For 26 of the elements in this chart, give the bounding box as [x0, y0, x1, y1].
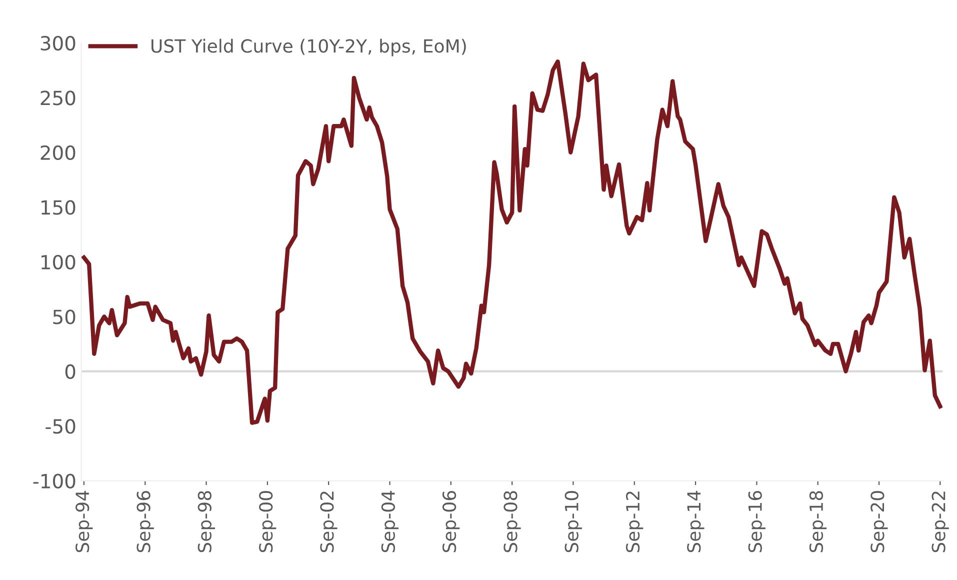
- y-tick-label: 250: [40, 90, 76, 106]
- x-tick-label: Sep-00: [259, 491, 276, 552]
- x-tick-label: Sep-10: [564, 491, 582, 552]
- y-tick-label: 50: [53, 310, 76, 324]
- x-tick-label: Sep-12: [626, 492, 644, 552]
- x-tick-label: Sep-02: [320, 492, 338, 552]
- y-tick-label: 100: [42, 254, 76, 270]
- y-tick-label: -100: [33, 474, 76, 488]
- y-tick-label: 150: [42, 200, 76, 215]
- line-series: [82, 59, 942, 425]
- x-tick-label: Sep-08: [504, 491, 521, 552]
- y-tick-label: 300: [40, 36, 76, 51]
- x-tick-label: Sep-18: [809, 491, 827, 552]
- x-tick-label: Sep-16: [748, 490, 766, 552]
- x-tick-label: Sep-94: [76, 490, 93, 552]
- x-tick-label: Sep-14: [687, 490, 704, 552]
- legend-label: UST Yield Curve (10Y-2Y, bps, EoM): [152, 38, 466, 56]
- y-tick-label: 200: [40, 145, 76, 160]
- x-tick-label: Sep-22: [932, 492, 949, 552]
- x-tick-label: Sep-98: [198, 491, 215, 552]
- x-tick-label: Sep-96: [136, 490, 154, 552]
- x-tick-label: Sep-20: [870, 491, 888, 552]
- x-tick-label: Sep-04: [381, 490, 399, 552]
- y-tick-label: 0: [65, 364, 76, 380]
- x-tick-label: Sep-06: [442, 490, 460, 552]
- y-tick-label: -50: [46, 419, 76, 434]
